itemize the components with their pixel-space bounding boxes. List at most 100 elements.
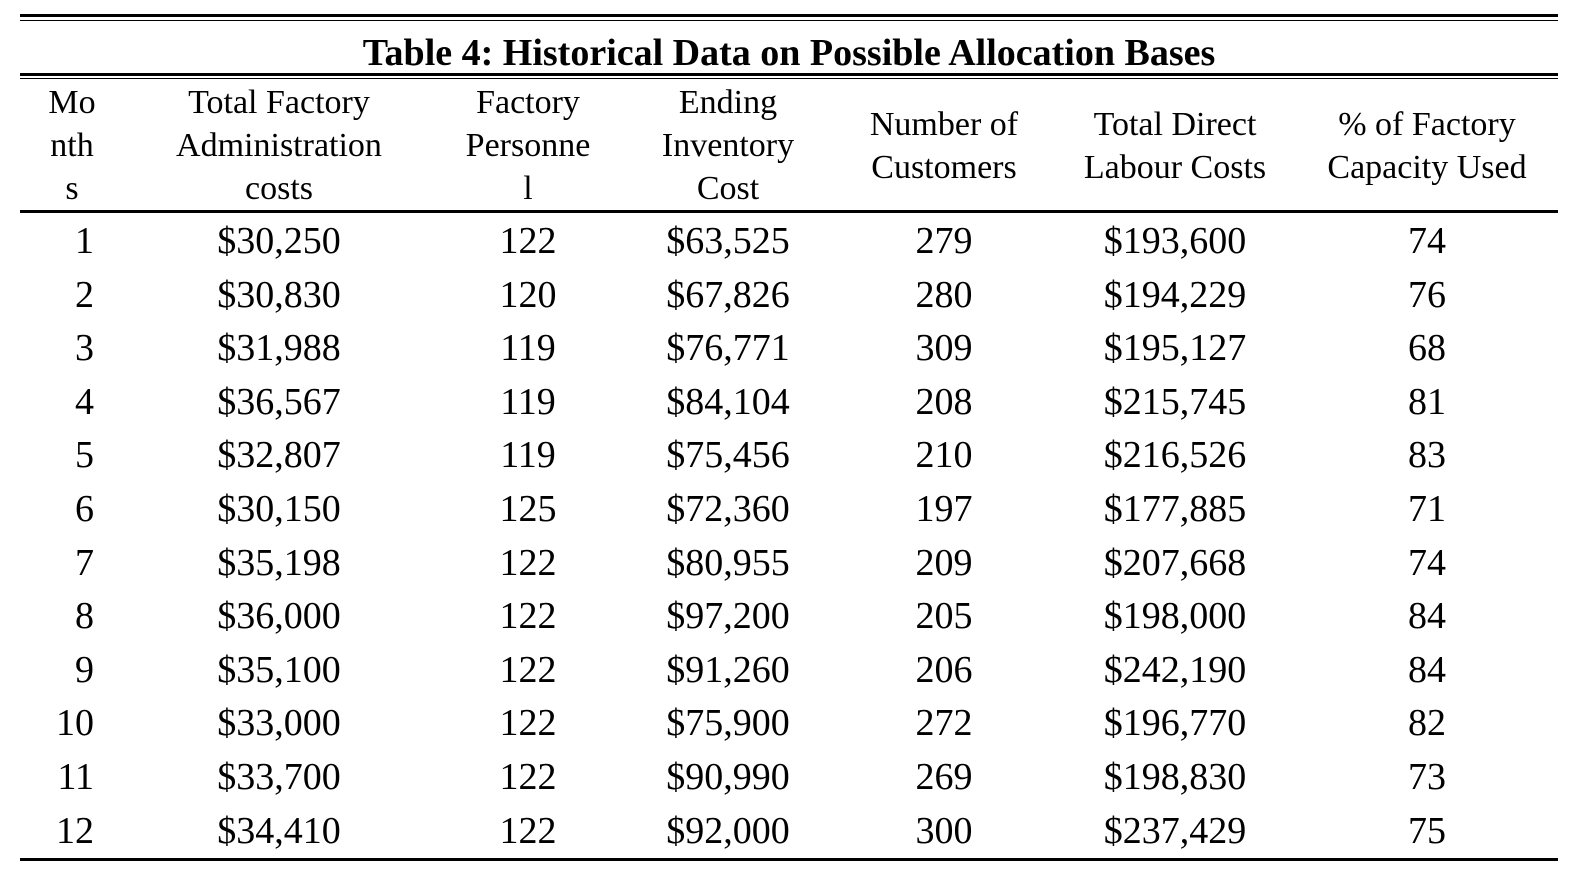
cell-inventory: $97,200 (666, 595, 790, 638)
table-row: 8 $36,000 122 $97,200 205 $198,000 84 (20, 590, 1558, 644)
cell-month: 6 (75, 487, 94, 530)
table-title: Table 4: Historical Data on Possible All… (362, 32, 1216, 74)
cell-personnel: 122 (499, 702, 557, 745)
cell-customers: 210 (915, 434, 973, 477)
cell-personnel: 122 (499, 595, 557, 638)
table-row: 1 $30,250 122 $63,525 279 $193,600 74 (20, 212, 1558, 269)
cell-personnel: 122 (499, 755, 557, 798)
cell-labour-cost: $195,127 (1103, 327, 1247, 370)
cell-admin-cost: $33,700 (217, 755, 341, 798)
cell-capacity: 74 (1408, 541, 1446, 584)
header-capacity-used: % of Factory Capacity Used (1296, 79, 1558, 213)
cell-customers: 197 (915, 487, 973, 530)
cell-month: 9 (75, 648, 94, 691)
table-row: 11 $33,700 122 $90,990 269 $198,830 73 (20, 751, 1558, 805)
bottom-rule (20, 858, 1558, 862)
table-row: 9 $35,100 122 $91,260 206 $242,190 84 (20, 644, 1558, 698)
cell-labour-cost: $242,190 (1103, 648, 1247, 691)
table-row: 10 $33,000 122 $75,900 272 $196,770 82 (20, 697, 1558, 751)
header-customers: Number of Customers (834, 79, 1054, 213)
cell-customers: 279 (915, 220, 973, 262)
cell-customers: 206 (915, 648, 973, 691)
cell-labour-cost: $237,429 (1103, 809, 1247, 852)
cell-month: 4 (75, 380, 94, 423)
cell-admin-cost: $31,988 (217, 327, 341, 370)
cell-capacity: 84 (1408, 648, 1446, 691)
table-row: 4 $36,567 119 $84,104 208 $215,745 81 (20, 376, 1558, 430)
header-admin-costs: Total Factory Administration costs (124, 79, 434, 213)
cell-admin-cost: $36,567 (217, 380, 341, 423)
header-row: Mo nth s Total Factory Administration co… (20, 79, 1558, 213)
cell-capacity: 84 (1408, 595, 1446, 638)
cell-month: 5 (75, 434, 94, 477)
cell-labour-cost: $216,526 (1103, 434, 1247, 477)
header-factory-personnel: Factory Personne l (434, 79, 622, 213)
cell-inventory: $90,990 (666, 755, 790, 798)
cell-inventory: $84,104 (666, 380, 790, 423)
cell-personnel: 120 (499, 273, 557, 316)
cell-month: 10 (56, 702, 94, 745)
cell-personnel: 122 (499, 220, 557, 262)
cell-personnel: 119 (500, 327, 556, 370)
cell-admin-cost: $30,150 (217, 487, 341, 530)
cell-labour-cost: $193,600 (1103, 220, 1247, 262)
cell-capacity: 74 (1408, 220, 1446, 262)
cell-capacity: 83 (1408, 434, 1446, 477)
cell-capacity: 75 (1408, 809, 1446, 852)
cell-customers: 208 (915, 380, 973, 423)
cell-customers: 272 (915, 702, 973, 745)
cell-customers: 280 (915, 273, 973, 316)
header-ending-inventory: Ending Inventory Cost (622, 79, 834, 213)
cell-month: 3 (75, 327, 94, 370)
cell-capacity: 68 (1408, 327, 1446, 370)
cell-month: 8 (75, 595, 94, 638)
cell-admin-cost: $35,198 (217, 541, 341, 584)
cell-personnel: 122 (499, 541, 557, 584)
cell-inventory: $76,771 (666, 327, 790, 370)
cell-month: 1 (75, 220, 94, 262)
cell-inventory: $75,900 (666, 702, 790, 745)
cell-customers: 269 (915, 755, 973, 798)
cell-admin-cost: $34,410 (217, 809, 341, 852)
table-row: 2 $30,830 120 $67,826 280 $194,229 76 (20, 269, 1558, 323)
cell-capacity: 76 (1408, 273, 1446, 316)
cell-admin-cost: $30,830 (217, 273, 341, 316)
table-row: 6 $30,150 125 $72,360 197 $177,885 71 (20, 483, 1558, 537)
top-rule (20, 14, 1558, 21)
cell-labour-cost: $215,745 (1103, 380, 1247, 423)
cell-labour-cost: $198,830 (1103, 755, 1247, 798)
cell-customers: 309 (915, 327, 973, 370)
cell-inventory: $75,456 (666, 434, 790, 477)
cell-capacity: 71 (1408, 487, 1446, 530)
table-row: 5 $32,807 119 $75,456 210 $216,526 83 (20, 429, 1558, 483)
cell-inventory: $67,826 (666, 273, 790, 316)
cell-admin-cost: $35,100 (217, 648, 341, 691)
cell-labour-cost: $198,000 (1103, 595, 1247, 638)
cell-personnel: 122 (499, 809, 557, 852)
cell-inventory: $63,525 (666, 220, 790, 262)
cell-inventory: $91,260 (666, 648, 790, 691)
cell-labour-cost: $207,668 (1103, 541, 1247, 584)
cell-personnel: 119 (500, 434, 556, 477)
cell-labour-cost: $194,229 (1103, 273, 1247, 316)
cell-month: 7 (75, 541, 94, 584)
cell-capacity: 81 (1408, 380, 1446, 423)
table-row: 3 $31,988 119 $76,771 309 $195,127 68 (20, 322, 1558, 376)
title-rule (20, 73, 1558, 79)
table-row: 7 $35,198 122 $80,955 209 $207,668 74 (20, 537, 1558, 591)
cell-personnel: 119 (500, 380, 556, 423)
allocation-bases-table: Mo nth s Total Factory Administration co… (20, 79, 1558, 858)
cell-admin-cost: $30,250 (217, 220, 341, 262)
cell-customers: 300 (915, 809, 973, 852)
table-body: 1 $30,250 122 $63,525 279 $193,600 74 2 $30,830 1… (20, 212, 1558, 859)
header-months: Mo nth s (20, 79, 124, 213)
cell-customers: 209 (915, 541, 973, 584)
cell-customers: 205 (915, 595, 973, 638)
table-container: Table 4: Historical Data on Possible All… (20, 14, 1558, 862)
cell-month: 2 (75, 273, 94, 316)
cell-inventory: $80,955 (666, 541, 790, 584)
cell-capacity: 73 (1408, 755, 1446, 798)
table-row: 12 $34,410 122 $92,000 300 $237,429 75 (20, 805, 1558, 859)
cell-labour-cost: $196,770 (1103, 702, 1247, 745)
cell-inventory: $72,360 (666, 487, 790, 530)
